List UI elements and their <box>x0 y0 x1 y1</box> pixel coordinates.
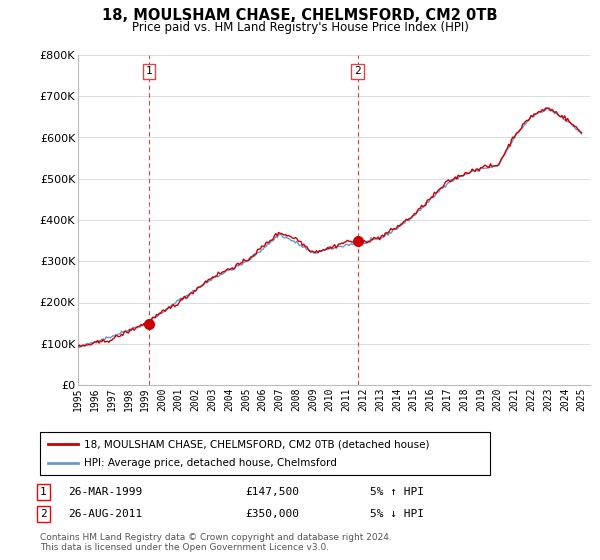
Text: Contains HM Land Registry data © Crown copyright and database right 2024.
This d: Contains HM Land Registry data © Crown c… <box>40 533 392 552</box>
Text: HPI: Average price, detached house, Chelmsford: HPI: Average price, detached house, Chel… <box>84 458 337 468</box>
Text: 5% ↓ HPI: 5% ↓ HPI <box>370 509 424 519</box>
Text: Price paid vs. HM Land Registry's House Price Index (HPI): Price paid vs. HM Land Registry's House … <box>131 21 469 34</box>
Text: 26-MAR-1999: 26-MAR-1999 <box>68 487 142 497</box>
Text: 1: 1 <box>146 67 152 77</box>
Text: 1: 1 <box>40 487 47 497</box>
Text: 18, MOULSHAM CHASE, CHELMSFORD, CM2 0TB: 18, MOULSHAM CHASE, CHELMSFORD, CM2 0TB <box>102 8 498 24</box>
Text: 18, MOULSHAM CHASE, CHELMSFORD, CM2 0TB (detached house): 18, MOULSHAM CHASE, CHELMSFORD, CM2 0TB … <box>84 439 430 449</box>
Text: 2: 2 <box>354 67 361 77</box>
Text: 26-AUG-2011: 26-AUG-2011 <box>68 509 142 519</box>
Text: £350,000: £350,000 <box>245 509 299 519</box>
Text: £147,500: £147,500 <box>245 487 299 497</box>
Text: 2: 2 <box>40 509 47 519</box>
Text: 5% ↑ HPI: 5% ↑ HPI <box>370 487 424 497</box>
